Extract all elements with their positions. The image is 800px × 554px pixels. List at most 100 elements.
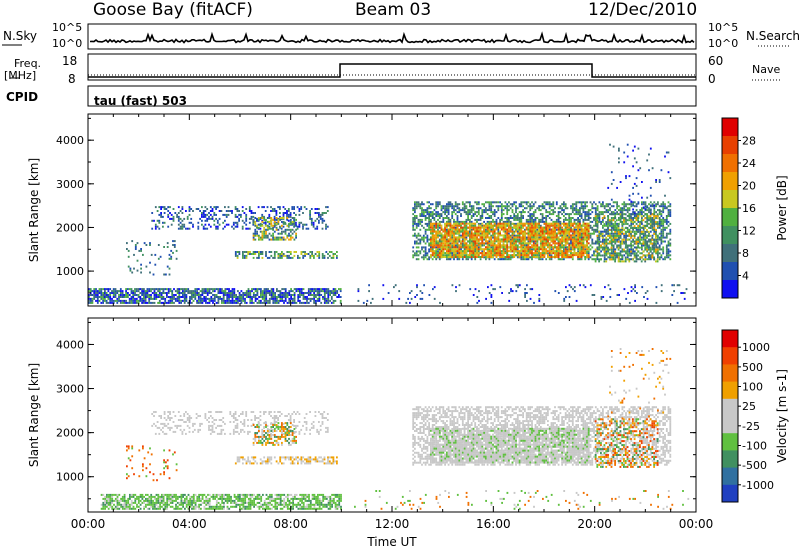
heatmap-cell — [263, 230, 266, 233]
heatmap-cell — [273, 210, 276, 212]
heatmap-cell — [318, 294, 321, 296]
heatmap-cell — [183, 225, 186, 228]
heatmap-cell — [465, 230, 468, 233]
heatmap-cell — [522, 250, 524, 253]
heatmap-cell — [256, 251, 258, 253]
heatmap-cell — [438, 238, 441, 241]
heatmap-cell — [240, 297, 243, 300]
heatmap-cell — [625, 222, 627, 225]
heatmap-cell — [456, 207, 459, 210]
heatmap-cell — [144, 297, 147, 300]
heatmap-cell — [150, 288, 152, 291]
heatmap-cell — [456, 258, 459, 261]
heatmap-cell — [454, 238, 457, 241]
heatmap-cell — [232, 227, 235, 230]
heatmap-cell — [527, 240, 530, 243]
heatmap-cell — [114, 299, 117, 302]
heatmap-cell — [485, 238, 487, 241]
heatmap-cell — [579, 220, 581, 223]
heatmap-cell — [431, 238, 434, 241]
heatmap-cell — [267, 288, 269, 291]
heatmap-cell — [550, 258, 553, 261]
heatmap-cell — [522, 205, 524, 208]
heatmap-cell — [118, 294, 120, 296]
heatmap-cell — [136, 242, 139, 245]
heatmap-cell — [261, 251, 264, 253]
heatmap-cell — [252, 236, 255, 239]
heatmap-cell — [559, 252, 562, 255]
heatmap-cell — [605, 250, 608, 253]
heatmap-cell — [318, 290, 321, 293]
heatmap-cell — [275, 218, 278, 221]
heatmap-cell — [289, 238, 292, 241]
freq-panel-frame — [87, 53, 697, 81]
heatmap-cell — [270, 220, 273, 223]
heatmap-cell — [623, 201, 626, 204]
heatmap-cell — [430, 242, 432, 245]
heatmap-cell — [414, 215, 416, 217]
heatmap-cell — [644, 205, 647, 208]
heatmap-cell — [653, 224, 656, 227]
heatmap-cell — [451, 213, 454, 216]
heatmap-cell — [288, 299, 291, 302]
heatmap-cell — [89, 288, 92, 291]
heatmap-cell — [497, 228, 500, 231]
heatmap-cell — [648, 226, 650, 229]
heatmap-cell — [131, 240, 134, 243]
heatmap-cell — [545, 211, 548, 214]
heatmap-cell — [522, 242, 524, 245]
heatmap-cell — [229, 210, 232, 212]
heatmap-cell — [173, 244, 176, 246]
heatmap-cell — [623, 234, 626, 237]
heatmap-cell — [143, 294, 145, 296]
heatmap-cell — [140, 249, 142, 252]
heatmap-cell — [414, 254, 416, 257]
heatmap-cell — [148, 288, 151, 291]
heatmap-cell — [431, 252, 434, 255]
heatmap-cell — [658, 256, 661, 259]
heatmap-cell — [151, 297, 154, 300]
heatmap-cell — [235, 294, 237, 296]
nave-tick-high: 60 — [708, 54, 724, 68]
heatmap-cell — [414, 228, 416, 231]
heatmap-cell — [275, 226, 278, 229]
heatmap-cell — [437, 232, 439, 235]
heatmap-cell — [279, 299, 282, 302]
heatmap-cell — [495, 224, 498, 227]
heatmap-cell — [89, 301, 92, 304]
heatmap-cell — [104, 288, 106, 291]
heatmap-cell — [461, 228, 464, 231]
heatmap-cell — [474, 246, 477, 249]
heatmap-cell — [309, 297, 312, 300]
heatmap-cell — [231, 290, 234, 293]
heatmap-cell — [241, 227, 244, 230]
heatmap-cell — [95, 294, 97, 296]
heatmap-cell — [635, 228, 638, 231]
heatmap-cell — [177, 217, 180, 220]
heatmap-cell — [525, 258, 528, 261]
heatmap-cell — [481, 234, 484, 237]
heatmap-cell — [579, 201, 581, 204]
heatmap-cell — [258, 236, 260, 239]
heatmap-cell — [607, 217, 610, 219]
heatmap-cell — [504, 258, 507, 261]
heatmap-cell — [327, 288, 330, 291]
heatmap-cell — [447, 222, 450, 225]
heatmap-cell — [438, 250, 441, 253]
heatmap-cell — [532, 218, 535, 221]
heatmap-cell — [600, 213, 602, 216]
heatmap-cell — [254, 296, 257, 298]
heatmap-cell — [208, 290, 211, 293]
heatmap-cell — [319, 213, 322, 216]
heatmap-cell — [493, 248, 496, 251]
heatmap-cell — [531, 213, 533, 216]
heatmap-cell — [201, 299, 204, 302]
heatmap-cell — [511, 203, 514, 206]
heatmap-cell — [252, 212, 255, 214]
heatmap-cell — [515, 240, 517, 243]
heatmap-cell — [584, 218, 587, 221]
heatmap-cell — [547, 244, 549, 247]
heatmap-cell — [241, 225, 244, 228]
heatmap-cell — [649, 248, 652, 251]
heatmap-cell — [275, 212, 278, 214]
